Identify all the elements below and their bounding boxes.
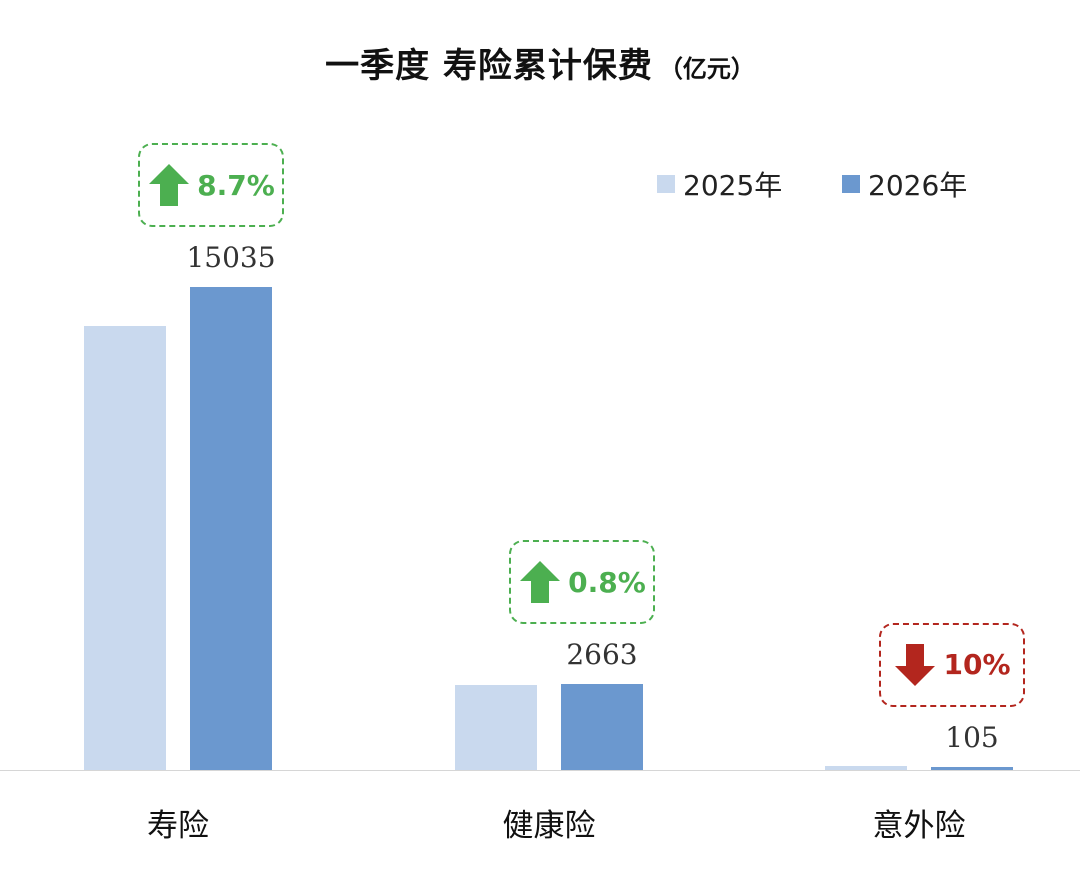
legend-item-2025: 2025年: [657, 166, 782, 202]
change-percent-health: 0.8%: [568, 565, 646, 599]
change-badge-health: 0.8%: [509, 540, 655, 625]
bar-life-2025: [84, 325, 166, 770]
legend-label-2026: 2026年: [868, 169, 968, 202]
change-badge-life: 8.7%: [138, 143, 284, 227]
chart-title-unit: （亿元）: [658, 55, 755, 83]
bar-life-2026: [190, 287, 272, 770]
arrow-down-icon: [895, 643, 936, 686]
arrow-up-icon: [149, 164, 190, 206]
legend-swatch-2026: [842, 175, 860, 193]
bar-health-2025: [455, 685, 537, 770]
change-badge-accident: 10%: [879, 622, 1025, 707]
category-label-accident: 意外险: [872, 808, 966, 844]
legend-label-2025: 2025年: [683, 169, 783, 202]
bar-accident-2026: [931, 766, 1013, 770]
arrow-up-icon: [520, 561, 561, 604]
legend-swatch-2025: [657, 175, 675, 193]
data-label-health: 2663: [566, 638, 638, 672]
data-label-accident: 105: [945, 720, 999, 754]
change-percent-accident: 10%: [943, 648, 1011, 682]
change-percent-life: 8.7%: [197, 168, 275, 202]
data-label-life: 15035: [186, 241, 276, 274]
legend-item-2026: 2026年: [842, 166, 967, 202]
category-label-life: 寿险: [147, 808, 209, 844]
bar-accident-2025: [825, 766, 907, 770]
bar-health-2026: [561, 684, 643, 770]
chart-title-text: 一季度 寿险累计保费: [325, 46, 653, 86]
chart-title: 一季度 寿险累计保费 （亿元）: [0, 38, 1080, 87]
category-label-health: 健康险: [502, 808, 596, 844]
x-axis-line: [0, 770, 1080, 771]
